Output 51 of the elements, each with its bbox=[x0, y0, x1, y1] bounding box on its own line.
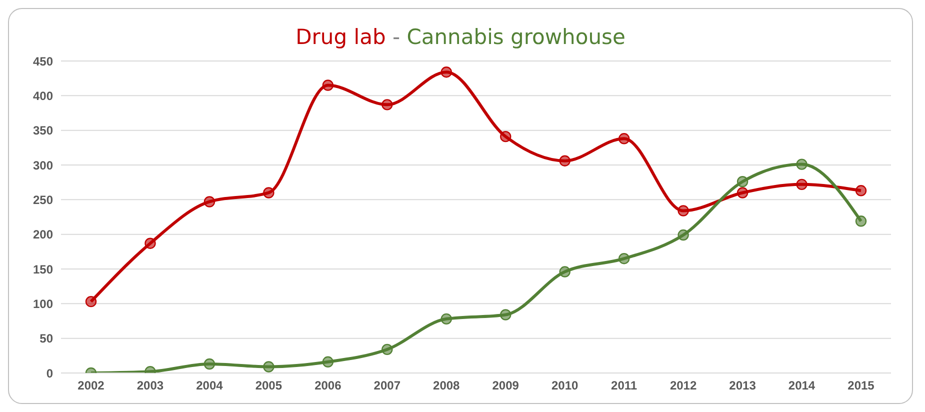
point bbox=[559, 266, 570, 278]
x-tick-label: 2003 bbox=[136, 378, 164, 393]
x-tick-label: 2006 bbox=[314, 378, 342, 393]
point bbox=[796, 178, 808, 190]
point bbox=[204, 358, 216, 370]
point bbox=[618, 133, 630, 144]
x-tick-label: 2015 bbox=[848, 378, 875, 393]
y-tick-label: 350 bbox=[32, 124, 54, 138]
x-tick-label: 2011 bbox=[611, 378, 638, 393]
y-tick-label: 200 bbox=[32, 228, 54, 242]
point bbox=[382, 99, 393, 110]
x-tick-label: 2004 bbox=[196, 378, 224, 393]
point bbox=[204, 196, 216, 208]
point bbox=[500, 130, 512, 142]
point bbox=[618, 253, 630, 264]
point bbox=[85, 296, 97, 308]
x-tick-label: 2005 bbox=[255, 378, 282, 393]
x-tick-label: 2013 bbox=[729, 378, 756, 393]
point bbox=[736, 176, 748, 188]
point bbox=[322, 356, 334, 368]
point bbox=[855, 185, 867, 196]
y-tick-label: 450 bbox=[32, 54, 54, 68]
y-tick-label: 400 bbox=[32, 88, 54, 103]
point bbox=[736, 187, 748, 198]
point bbox=[440, 313, 452, 325]
x-tick-label: 2002 bbox=[78, 378, 105, 393]
y-tick-label: 100 bbox=[32, 296, 54, 311]
y-tick-label: 150 bbox=[32, 262, 54, 276]
y-tick-label: 50 bbox=[40, 332, 54, 346]
point bbox=[500, 309, 512, 320]
y-tick-label: 300 bbox=[32, 158, 54, 172]
point bbox=[263, 187, 274, 198]
point bbox=[678, 229, 689, 241]
x-tick-label: 2008 bbox=[433, 378, 460, 393]
chart-title: Drug lab - Cannabis growhouse bbox=[296, 25, 626, 49]
x-tick-label: 2012 bbox=[670, 378, 697, 393]
y-tick-label: 0 bbox=[46, 366, 54, 380]
point bbox=[559, 155, 570, 166]
x-tick-label: 2007 bbox=[374, 378, 401, 393]
y-tick-label: 250 bbox=[32, 192, 54, 207]
point bbox=[440, 66, 452, 78]
point bbox=[796, 158, 808, 170]
point bbox=[144, 238, 156, 249]
point bbox=[382, 344, 393, 356]
x-tick-label: 2009 bbox=[492, 378, 520, 393]
point bbox=[855, 216, 867, 227]
x-tick-label: 2014 bbox=[788, 378, 816, 393]
point bbox=[263, 361, 274, 372]
point bbox=[322, 80, 334, 91]
x-tick-label: 2010 bbox=[551, 378, 579, 393]
point bbox=[678, 205, 689, 216]
